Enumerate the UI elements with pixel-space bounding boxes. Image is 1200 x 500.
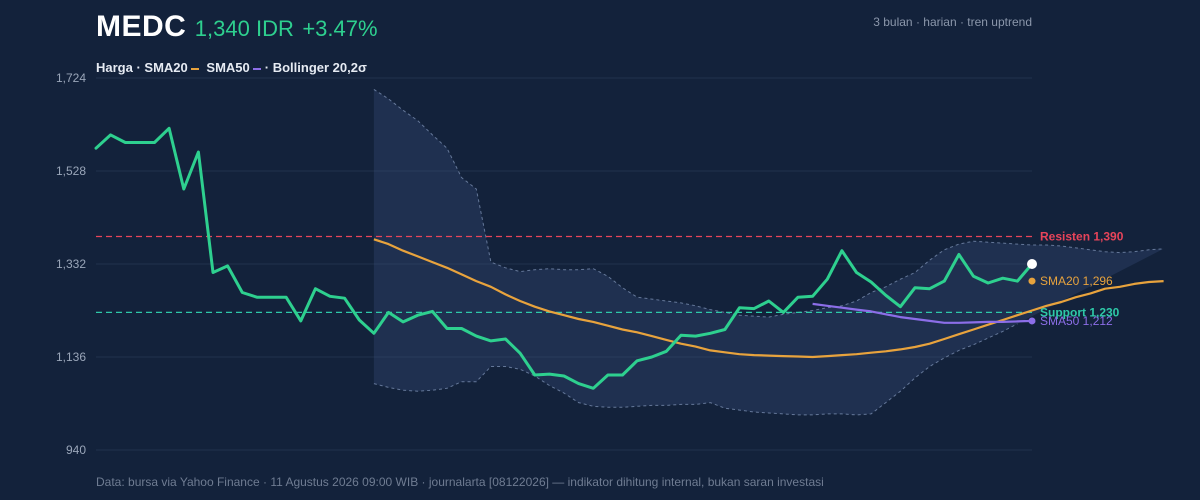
- legend-sma50: SMA50: [206, 60, 250, 75]
- chart-legend: Harga · SMA20 SMA50 · Bollinger 20,2σ: [96, 60, 367, 75]
- support-label: Support 1,230: [1040, 305, 1120, 319]
- y-tick-label: 940: [66, 443, 86, 457]
- chart-header: MEDC 1,340 IDR +3.47%: [96, 10, 378, 44]
- sma50-line: [812, 302, 1033, 324]
- legend-price: Harga: [96, 60, 133, 75]
- ticker-symbol: MEDC: [96, 10, 187, 43]
- y-tick-label: 1,528: [56, 164, 86, 178]
- bollinger-upper-line: [373, 88, 1164, 318]
- footer-note: Data: bursa via Yahoo Finance · 11 Agust…: [96, 475, 824, 489]
- sma50-end-label: SMA50 1,212: [1040, 314, 1113, 328]
- sma50-swatch: [252, 67, 261, 70]
- resisten-label: Resisten 1,390: [1040, 229, 1124, 243]
- legend-sma20: SMA20: [144, 60, 188, 75]
- price-change: +3.47%: [302, 16, 378, 41]
- sma20-swatch: [190, 67, 199, 70]
- period-info: 3 bulan · harian · tren uptrend: [873, 15, 1032, 29]
- sma50-end-marker: [1028, 317, 1036, 325]
- y-tick-label: 1,332: [56, 257, 86, 271]
- sma20-line: [373, 238, 1164, 359]
- sma20-end-label: SMA20 1,296: [1040, 274, 1113, 288]
- bollinger-band-fill: [373, 89, 1164, 415]
- legend-bollinger: Bollinger 20,2σ: [272, 60, 367, 75]
- price-end-marker: [1027, 259, 1037, 269]
- sma20-end-marker: [1028, 277, 1036, 285]
- price-value: 1,340 IDR: [194, 16, 294, 41]
- y-tick-label: 1,724: [56, 71, 86, 85]
- y-tick-label: 1,136: [56, 350, 86, 364]
- price-line: [94, 126, 1034, 390]
